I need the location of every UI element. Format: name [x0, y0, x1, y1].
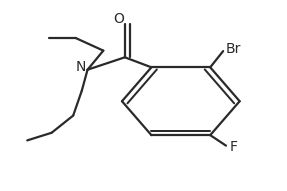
Text: O: O [113, 12, 124, 26]
Text: F: F [229, 140, 237, 154]
Text: N: N [75, 60, 86, 74]
Text: Br: Br [226, 42, 241, 56]
